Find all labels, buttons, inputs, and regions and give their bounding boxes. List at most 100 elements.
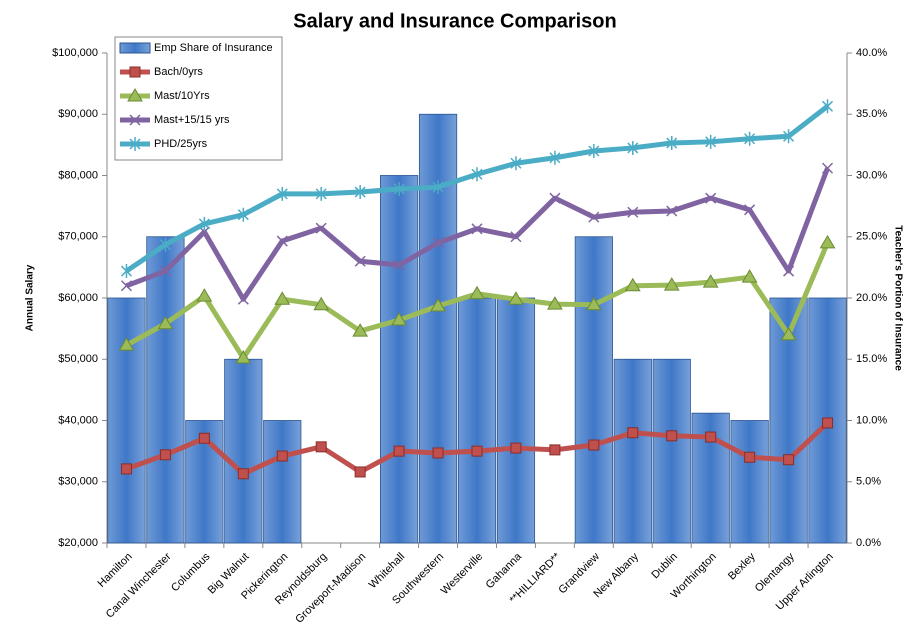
legend-swatch xyxy=(119,42,151,54)
marker xyxy=(276,186,288,201)
marker xyxy=(822,417,834,429)
marker xyxy=(469,285,485,300)
marker xyxy=(508,291,524,305)
y-axis-title: Annual Salary xyxy=(25,264,36,331)
marker xyxy=(118,337,135,351)
x-tick-label: Hamilton xyxy=(95,551,134,590)
marker xyxy=(783,129,795,144)
marker xyxy=(120,463,132,475)
x-tick-label: Canal Winchester xyxy=(104,550,174,620)
marker xyxy=(627,140,639,155)
marker xyxy=(666,205,678,217)
marker xyxy=(780,326,797,341)
marker xyxy=(432,237,444,249)
marker xyxy=(354,185,366,200)
marker xyxy=(821,99,834,114)
bar xyxy=(418,113,458,544)
legend-label: Emp Share of Insurance xyxy=(154,42,273,54)
marker xyxy=(235,350,252,364)
marker xyxy=(744,451,756,463)
y2-axis-title: Teacher's Portion of Insurance xyxy=(892,225,903,371)
marker xyxy=(352,323,369,337)
marker xyxy=(819,234,836,249)
x-tick-label: Groveport-Madison xyxy=(293,551,368,626)
marker xyxy=(741,269,758,283)
marker xyxy=(276,235,288,247)
marker xyxy=(588,144,600,158)
bar xyxy=(380,175,419,544)
marker xyxy=(129,114,141,126)
bar xyxy=(146,236,185,544)
chart-title: Salary and Insurance Comparison xyxy=(293,10,616,32)
y-tick-label: $80,000 xyxy=(58,169,98,181)
x-tick-label: Dublin xyxy=(649,551,680,582)
marker xyxy=(666,430,678,442)
marker xyxy=(549,192,561,204)
y2-tick-label: 0.0% xyxy=(856,537,881,549)
marker xyxy=(705,134,717,149)
marker xyxy=(313,296,330,311)
bar xyxy=(107,297,146,544)
y2-tick-label: 15.0% xyxy=(856,353,887,365)
marker xyxy=(585,296,602,311)
marker xyxy=(354,466,366,478)
marker xyxy=(127,88,143,102)
marker xyxy=(315,441,327,453)
marker xyxy=(157,315,174,330)
marker xyxy=(627,427,639,439)
bar xyxy=(730,420,769,544)
marker xyxy=(430,297,446,312)
y-tick-label: $70,000 xyxy=(58,231,98,243)
marker xyxy=(393,259,405,271)
marker xyxy=(237,293,249,305)
marker xyxy=(783,265,795,277)
legend: Emp Share of Insurance Bach/0yrs Mast/10Yr… xyxy=(114,36,283,161)
marker xyxy=(274,291,291,305)
bar xyxy=(496,297,536,544)
marker xyxy=(315,186,327,201)
marker xyxy=(702,274,719,288)
marker xyxy=(432,447,444,459)
marker xyxy=(627,206,639,218)
legend-label: PHD/25yrs xyxy=(154,138,208,150)
legend-label: Mast/10Yrs xyxy=(154,90,210,102)
x-tick-label: Westerville xyxy=(439,551,485,597)
marker xyxy=(120,264,133,279)
y2-tick-label: 25.0% xyxy=(856,231,887,243)
marker xyxy=(120,280,133,292)
y-tick-label: $40,000 xyxy=(58,414,98,426)
marker xyxy=(432,180,444,195)
marker xyxy=(237,207,249,222)
marker xyxy=(471,445,483,457)
bar xyxy=(263,420,302,544)
marker xyxy=(354,255,366,267)
marker xyxy=(391,312,407,326)
marker xyxy=(549,444,561,456)
x-tick-label: Whitehall xyxy=(367,551,407,591)
marker xyxy=(510,156,522,171)
marker xyxy=(198,216,210,231)
y-tick-label: $30,000 xyxy=(58,476,98,488)
marker xyxy=(588,211,600,223)
marker xyxy=(471,167,483,182)
x-tick-label: Gahanna xyxy=(484,550,525,591)
marker xyxy=(159,237,171,252)
y2-tick-label: 35.0% xyxy=(856,108,887,120)
y2-tick-label: 40.0% xyxy=(856,47,887,59)
bar xyxy=(574,236,613,544)
marker xyxy=(547,296,563,310)
y2-tick-label: 30.0% xyxy=(856,169,887,181)
marker xyxy=(666,136,678,151)
marker xyxy=(588,439,600,451)
marker xyxy=(510,442,522,454)
marker xyxy=(744,131,756,146)
marker xyxy=(393,445,405,457)
y-tick-label: $100,000 xyxy=(52,47,98,59)
marker xyxy=(393,181,405,196)
y-tick-label: $50,000 xyxy=(58,353,98,365)
marker xyxy=(705,192,717,204)
marker xyxy=(624,277,641,292)
y2-tick-label: 20.0% xyxy=(856,292,887,304)
legend-label: Mast+15/15 yrs xyxy=(154,114,230,126)
